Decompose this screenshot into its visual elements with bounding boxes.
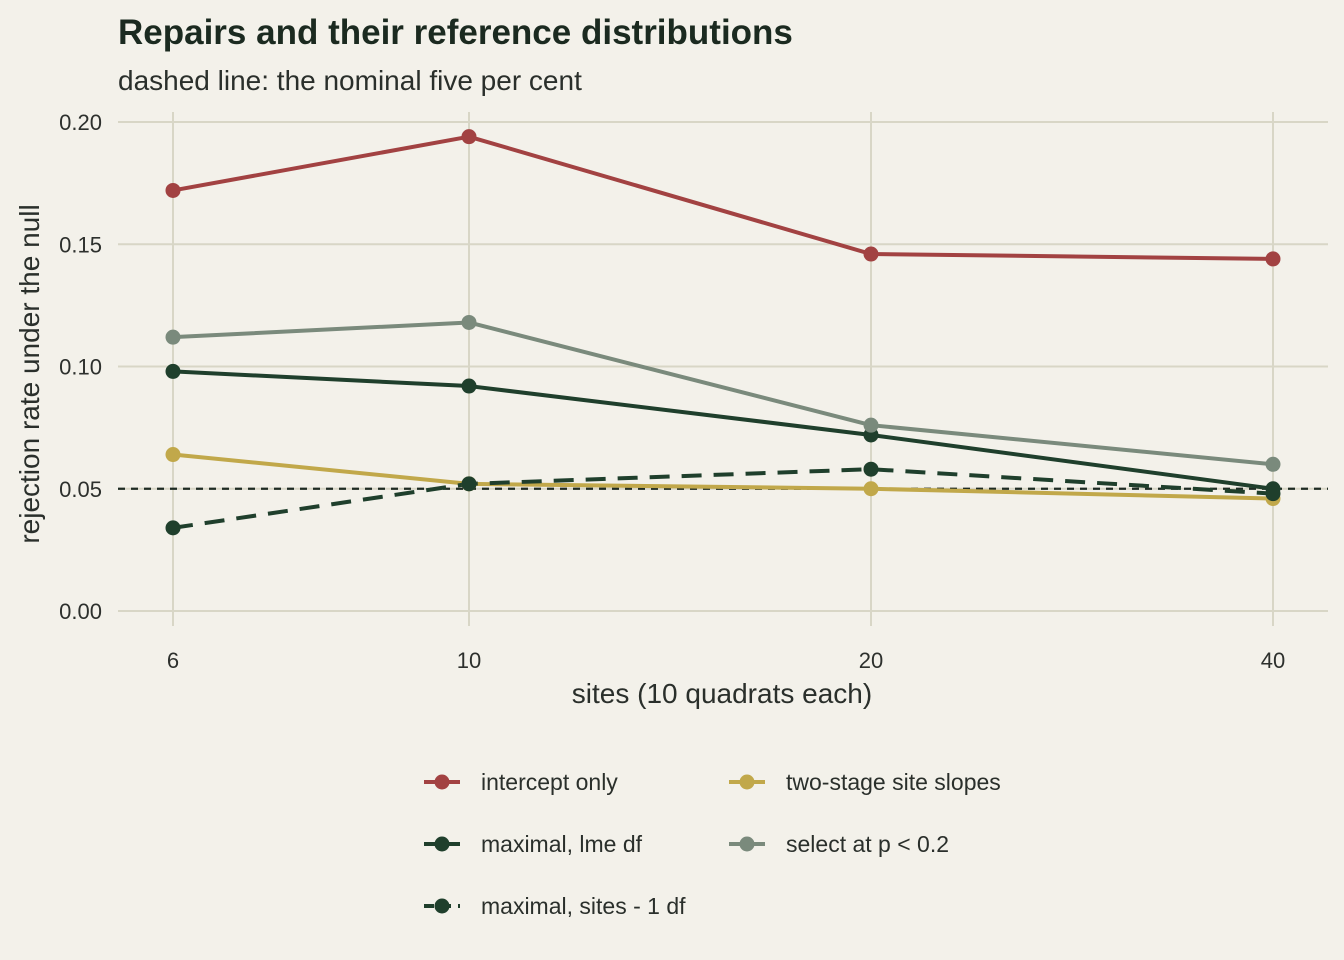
- data-point-maximal-sites-1-df: [165, 520, 181, 536]
- legend-label: two-stage site slopes: [786, 769, 1001, 795]
- data-point-maximal-sites-1-df: [461, 476, 477, 492]
- series-line-select-at-p-0-2: [172, 320, 1274, 467]
- data-point-select-at-p-0-2: [1265, 456, 1281, 472]
- data-point-maximal-lme-df: [165, 363, 181, 379]
- chart-subtitle: dashed line: the nominal five per cent: [118, 65, 582, 96]
- y-tick-label: 0.20: [59, 110, 102, 135]
- plot-area: [118, 112, 1328, 626]
- chart-title: Repairs and their reference distribution…: [118, 13, 793, 52]
- series-line-maximal-lme-df: [172, 369, 1274, 491]
- y-gridlines: [118, 121, 1328, 612]
- y-tick-label: 0.10: [59, 355, 102, 380]
- y-axis-title: rejection rate under the null: [14, 204, 45, 543]
- data-point-two-stage-site-slopes: [165, 447, 181, 463]
- legend-label: intercept only: [481, 769, 618, 795]
- legend-key-point: [739, 836, 755, 852]
- series-lines: [172, 134, 1274, 530]
- legend-label: maximal, lme df: [481, 831, 643, 857]
- y-tick-label: 0.00: [59, 599, 102, 624]
- legend-item-intercept-only: intercept only: [424, 769, 618, 795]
- legend-label: select at p < 0.2: [786, 831, 949, 857]
- data-point-intercept-only: [863, 246, 879, 262]
- data-point-select-at-p-0-2: [461, 314, 477, 330]
- y-axis-ticks: 0.00 0.05 0.10 0.15 0.20: [59, 110, 102, 624]
- legend-item-two-stage-site-slopes: two-stage site slopes: [729, 769, 1001, 795]
- data-point-intercept-only: [461, 129, 477, 145]
- legend-key-point: [434, 898, 450, 914]
- series-points: [165, 129, 1281, 536]
- data-point-maximal-sites-1-df: [863, 461, 879, 477]
- data-point-intercept-only: [165, 182, 181, 198]
- legend-key-point: [739, 774, 755, 790]
- x-tick-label: 6: [167, 648, 179, 673]
- x-gridlines: [172, 112, 1274, 626]
- y-tick-label: 0.15: [59, 232, 102, 257]
- x-axis-title: sites (10 quadrats each): [572, 678, 872, 709]
- data-point-select-at-p-0-2: [165, 329, 181, 345]
- data-point-maximal-lme-df: [461, 378, 477, 394]
- legend-item-select-at-p-0-2: select at p < 0.2: [729, 831, 949, 857]
- y-tick-label: 0.05: [59, 477, 102, 502]
- legend: intercept only two-stage site slopes maxim…: [424, 769, 1001, 919]
- legend-key-point: [434, 774, 450, 790]
- legend-key-point: [434, 836, 450, 852]
- x-axis-ticks: 6 10 20 40: [167, 648, 1285, 673]
- data-point-maximal-sites-1-df: [1265, 486, 1281, 502]
- x-tick-label: 10: [457, 648, 481, 673]
- data-point-intercept-only: [1265, 251, 1281, 267]
- data-point-two-stage-site-slopes: [863, 481, 879, 497]
- series-line-intercept-only: [172, 134, 1274, 261]
- data-point-select-at-p-0-2: [863, 417, 879, 433]
- legend-item-maximal-sites-1-df: maximal, sites - 1 df: [424, 893, 686, 919]
- series-line-maximal-sites-1-df: [172, 467, 1274, 530]
- series-line-two-stage-site-slopes: [172, 452, 1274, 501]
- legend-label: maximal, sites - 1 df: [481, 893, 686, 919]
- x-tick-label: 40: [1261, 648, 1285, 673]
- x-tick-label: 20: [859, 648, 883, 673]
- legend-item-maximal-lme-df: maximal, lme df: [424, 831, 643, 857]
